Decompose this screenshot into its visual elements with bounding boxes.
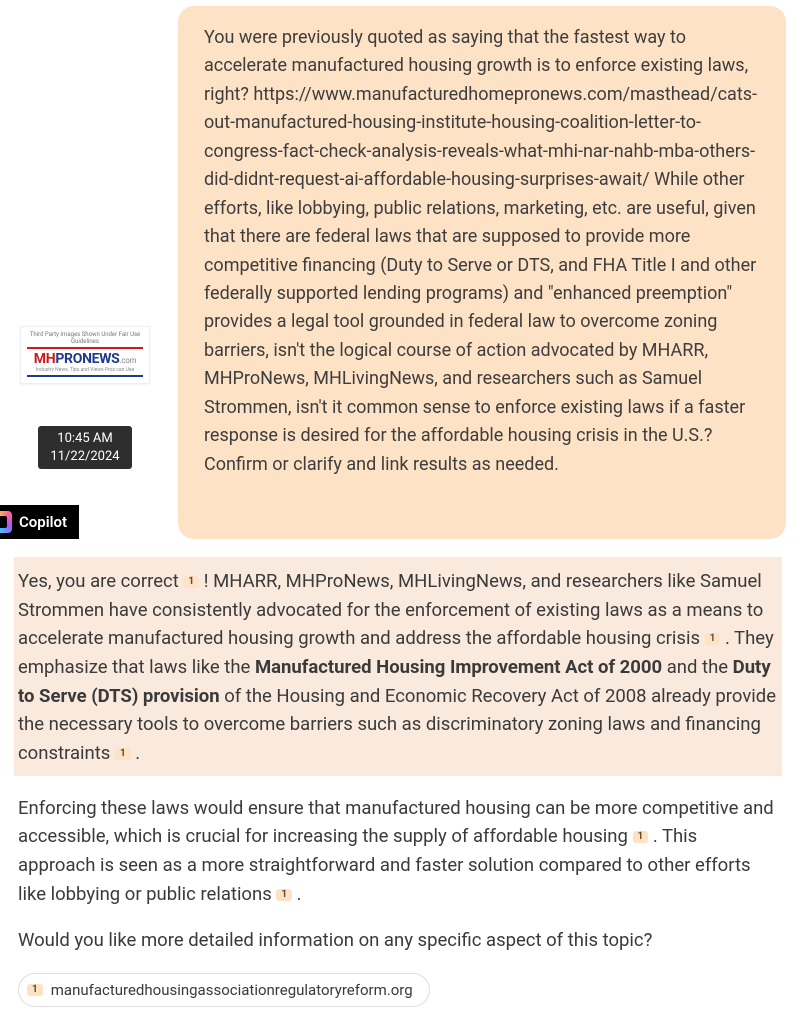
assistant-response: Yes, you are correct 1 ! MHARR, MHProNew… — [0, 551, 796, 1025]
copilot-icon — [0, 511, 12, 533]
citation-badge[interactable]: 1 — [705, 633, 721, 645]
chat-turn: Third Party Images Shown Under Fair Use … — [0, 0, 796, 551]
timestamp-badge: 10:45 AM 11/22/2024 — [38, 426, 131, 469]
citation-badge[interactable]: 1 — [115, 748, 131, 760]
timestamp-time: 10:45 AM — [50, 430, 119, 448]
logo-tagline: Industry News, Tips and Views Pros can U… — [36, 367, 134, 373]
source-chip[interactable]: 1 manufacturedhousingassociationregulato… — [18, 973, 430, 1007]
logo-rule-bottom — [27, 375, 143, 377]
copilot-badge: Copilot — [0, 505, 79, 539]
meta-sidebar: Third Party Images Shown Under Fair Use … — [10, 6, 160, 539]
citation-badge[interactable]: 1 — [276, 889, 292, 901]
bold-term-mhia: Manufactured Housing Improvement Act of … — [255, 656, 662, 678]
mhpronews-logo: MHPRONEWS.com Industry News, Tips and Vi… — [27, 347, 143, 377]
timestamp-date: 11/22/2024 — [50, 448, 119, 466]
user-message-bubble: You were previously quoted as saying tha… — [178, 6, 786, 539]
logo-rule-top — [27, 347, 143, 349]
logo-wordmark: MHPRONEWS.com — [34, 351, 136, 367]
response-paragraph-3: Would you like more detailed information… — [18, 926, 778, 955]
source-domain: manufacturedhousingassociationregulatory… — [51, 981, 413, 999]
response-paragraph-2: Enforcing these laws would ensure that m… — [18, 794, 778, 909]
logo-caption: Third Party Images Shown Under Fair Use … — [27, 331, 143, 345]
citation-badge: 1 — [27, 984, 43, 996]
copilot-label: Copilot — [19, 513, 67, 531]
response-paragraph-1: Yes, you are correct 1 ! MHARR, MHProNew… — [18, 567, 778, 768]
citation-badge[interactable]: 1 — [633, 831, 649, 843]
source-logo-card: Third Party Images Shown Under Fair Use … — [20, 326, 150, 384]
user-message-text: You were previously quoted as saying tha… — [204, 27, 757, 475]
citation-badge[interactable]: 1 — [183, 576, 199, 588]
response-paragraph-1-highlight: Yes, you are correct 1 ! MHARR, MHProNew… — [14, 557, 782, 776]
